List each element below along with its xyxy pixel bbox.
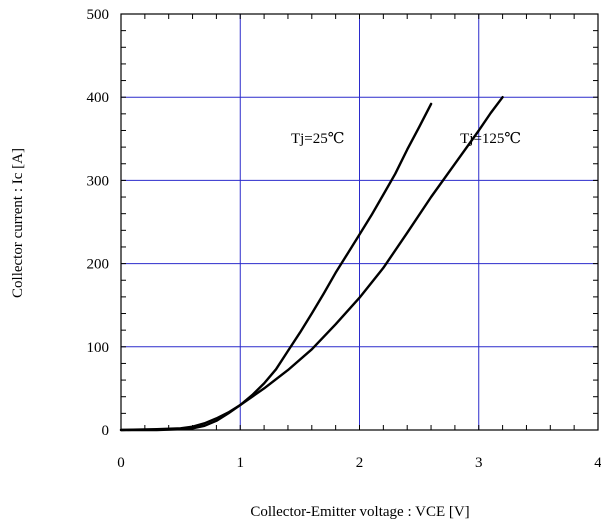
y-tick-label: 100 bbox=[87, 340, 110, 356]
y-tick-label: 400 bbox=[87, 90, 110, 106]
annotations: Tj=25℃ Tj=125℃ bbox=[291, 131, 521, 147]
x-tick-label: 2 bbox=[356, 455, 364, 471]
series-line-1 bbox=[119, 95, 504, 432]
x-tick-label: 1 bbox=[237, 455, 245, 471]
y-axis-label: Collector current : Ic [A] bbox=[10, 148, 26, 298]
x-tick-labels: 0 1 2 3 4 bbox=[117, 455, 601, 471]
y-tick-label: 300 bbox=[87, 173, 110, 189]
series-annotation-0: Tj=25℃ bbox=[291, 131, 345, 147]
series-annotation-1: Tj=125℃ bbox=[460, 131, 521, 147]
grid bbox=[121, 14, 598, 430]
y-tick-label: 200 bbox=[87, 257, 110, 273]
x-tick-label: 3 bbox=[475, 455, 483, 471]
y-tick-labels: 0 100 200 300 400 500 bbox=[87, 7, 110, 439]
y-tick-label: 0 bbox=[102, 423, 110, 439]
axis-ticks bbox=[120, 13, 599, 431]
x-axis-label: Collector-Emitter voltage : VCE [V] bbox=[250, 504, 469, 520]
y-tick-label: 500 bbox=[87, 7, 110, 23]
x-tick-label: 4 bbox=[594, 455, 601, 471]
series-lines bbox=[119, 95, 504, 432]
series-line-0 bbox=[119, 102, 433, 432]
x-tick-label: 0 bbox=[117, 455, 125, 471]
